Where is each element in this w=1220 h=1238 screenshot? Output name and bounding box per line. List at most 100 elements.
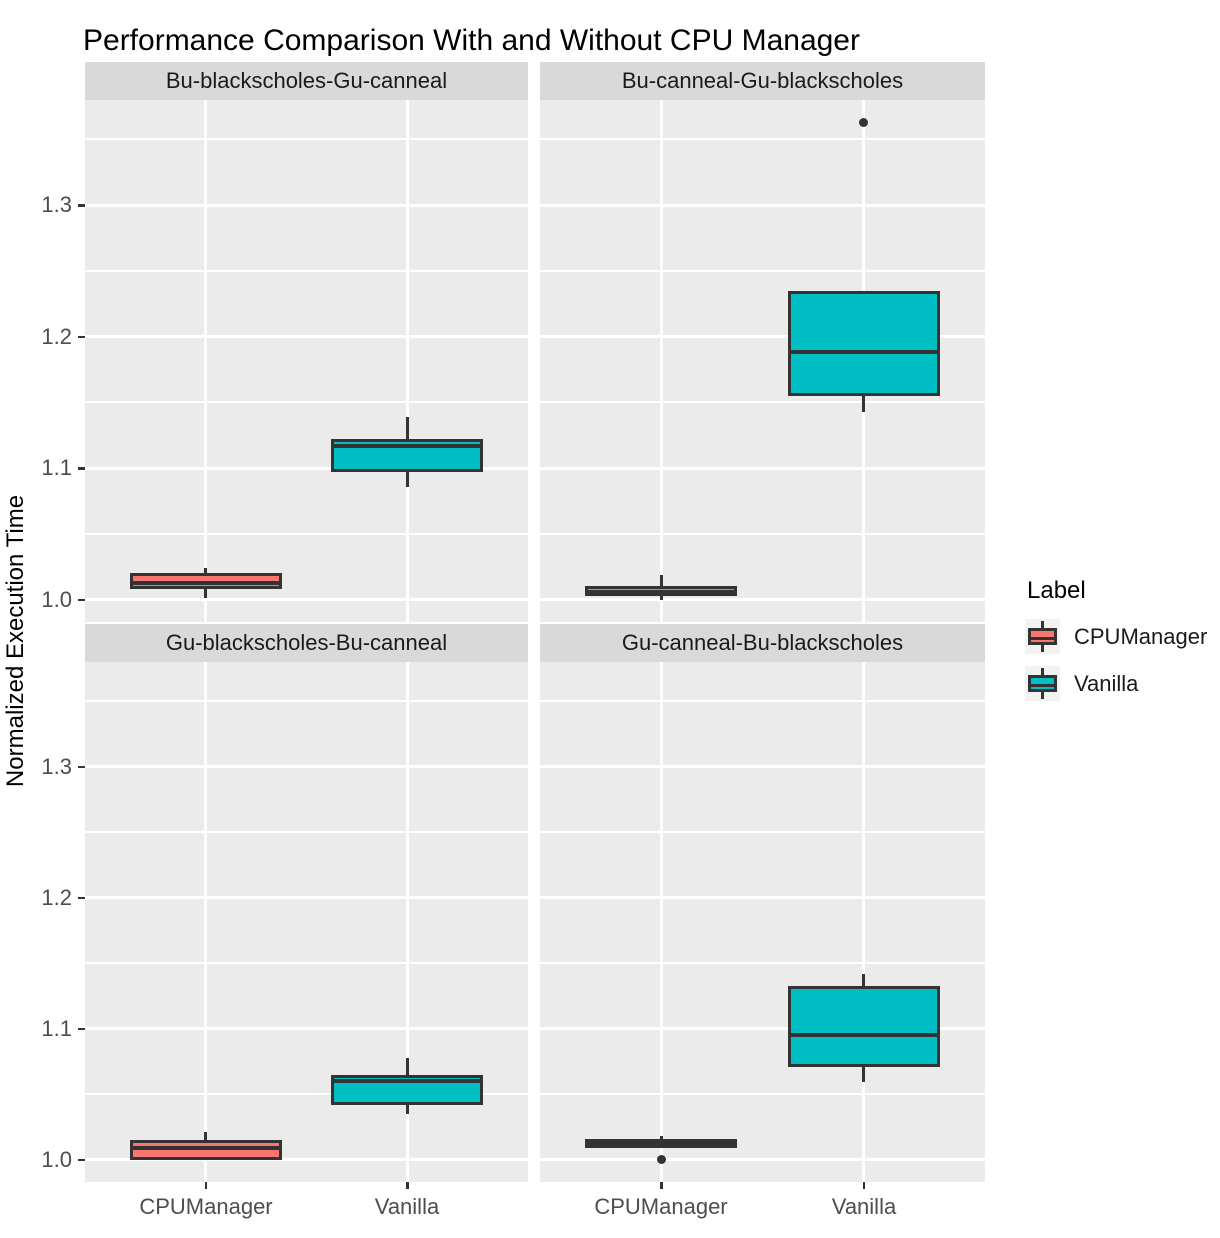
y-axis-title: Normalized Execution Time: [2, 494, 29, 788]
gridline-minor-y: [540, 831, 985, 834]
y-tick-label: 1.3: [41, 754, 72, 779]
median-line: [588, 1142, 735, 1146]
legend-item-vanilla: Vanilla: [1025, 666, 1220, 701]
median-line: [132, 580, 279, 585]
legend: Label CPUManager Vanilla: [1025, 577, 1220, 713]
gridline-minor-y: [85, 532, 528, 535]
gridline-minor-y: [85, 401, 528, 404]
y-tick-label: 1.0: [41, 587, 72, 612]
gridline-major-y: [85, 765, 528, 769]
facet-strip-bottom-right: Gu-canneal-Bu-blackscholes: [540, 624, 985, 662]
gridline-minor-y: [540, 962, 985, 965]
median-line: [588, 589, 735, 594]
y-tick-label: 1.2: [41, 885, 72, 910]
plot-title: Performance Comparison With and Without …: [83, 24, 860, 57]
x-tick-label: Vanilla: [374, 1194, 440, 1219]
gridline-minor-y: [540, 138, 985, 141]
gridline-major-y: [540, 598, 985, 602]
gridline-major-y: [85, 335, 528, 339]
gridline-major-x: [659, 662, 663, 1182]
gridline-major-y: [85, 598, 528, 602]
key-median: [1031, 684, 1054, 687]
gridline-minor-y: [85, 962, 528, 965]
gridline-major-y: [85, 896, 528, 900]
median-line: [334, 1079, 481, 1084]
facet-strip-label: Bu-blackscholes-Gu-canneal: [165, 68, 448, 93]
y-tick-label: 1.3: [41, 192, 72, 217]
key-median: [1031, 637, 1054, 640]
gridline-major-x: [204, 100, 208, 622]
gridline-minor-y: [540, 532, 985, 535]
boxplot-box: [787, 985, 940, 1067]
gridline-minor-y: [85, 1093, 528, 1096]
y-tick-mark: [78, 335, 85, 339]
y-tick-mark: [78, 467, 85, 470]
gridline-minor-y: [540, 1093, 985, 1096]
y-tick-mark: [78, 598, 85, 602]
gridline-minor-y: [85, 138, 528, 141]
boxplot-box: [585, 1138, 738, 1148]
key-box: [1028, 675, 1057, 692]
facet-panel: [85, 100, 528, 622]
gridline-minor-y: [540, 269, 985, 272]
boxplot-box: [331, 439, 484, 473]
gridline-major-x: [659, 100, 663, 622]
gridline-minor-y: [85, 831, 528, 834]
boxplot-box: [585, 586, 738, 596]
legend-label: CPUManager: [1074, 623, 1208, 649]
gridline-major-y: [85, 1027, 528, 1031]
outlier-point: [656, 1155, 666, 1165]
gridline-major-x: [204, 662, 208, 1182]
y-tick-mark: [78, 896, 85, 900]
boxplot-box: [129, 1140, 282, 1160]
gridline-major-y: [540, 335, 985, 339]
outlier-point: [859, 117, 869, 127]
median-line: [790, 1033, 937, 1038]
facet-strip-top-left: Bu-blackscholes-Gu-canneal: [85, 62, 528, 100]
x-tick-mark: [862, 1182, 866, 1189]
gridline-major-y: [85, 1158, 528, 1162]
gridline-major-y: [85, 203, 528, 207]
gridline-minor-y: [85, 269, 528, 272]
facet-panel: [540, 662, 985, 1182]
facet-strip-bottom-left: Gu-blackscholes-Bu-canneal: [85, 624, 528, 662]
y-tick-mark: [78, 1158, 85, 1162]
y-tick-label: 1.2: [41, 324, 72, 349]
legend-label: Vanilla: [1074, 670, 1139, 696]
median-line: [334, 443, 481, 448]
median-line: [790, 350, 937, 355]
boxplot-key-icon: [1025, 619, 1060, 654]
x-tick-mark: [204, 1182, 208, 1189]
gridline-major-y: [540, 203, 985, 207]
y-tick-mark: [78, 204, 85, 207]
gridline-major-y: [540, 1158, 985, 1162]
gridline-minor-y: [540, 700, 985, 703]
x-tick-mark: [406, 1182, 409, 1189]
gridline-minor-y: [540, 401, 985, 404]
gridline-major-y: [85, 466, 528, 470]
gridline-major-y: [540, 466, 985, 470]
facet-strip-label: Gu-canneal-Bu-blackscholes: [621, 630, 904, 655]
facet-strip-top-right: Bu-canneal-Gu-blackscholes: [540, 62, 985, 100]
gridline-minor-y: [85, 700, 528, 703]
x-tick-label: CPUManager: [139, 1194, 273, 1219]
median-line: [132, 1145, 279, 1150]
boxplot-key-icon: [1025, 666, 1060, 701]
gridline-major-x: [862, 662, 866, 1182]
legend-item-cpumanager: CPUManager: [1025, 619, 1220, 654]
gridline-major-y: [540, 896, 985, 900]
y-tick-mark: [78, 765, 85, 769]
y-tick-label: 1.1: [41, 1016, 72, 1041]
key-box: [1028, 628, 1057, 645]
y-tick-mark: [78, 1027, 85, 1031]
facet-panel: [85, 662, 528, 1182]
legend-title: Label: [1027, 577, 1086, 604]
facet-strip-label: Bu-canneal-Gu-blackscholes: [621, 68, 904, 93]
gridline-major-y: [540, 1027, 985, 1031]
facet-panel: [540, 100, 985, 622]
y-tick-label: 1.0: [41, 1147, 72, 1172]
gridline-major-x: [405, 662, 409, 1182]
y-tick-label: 1.1: [41, 455, 72, 480]
x-tick-mark: [660, 1182, 663, 1189]
